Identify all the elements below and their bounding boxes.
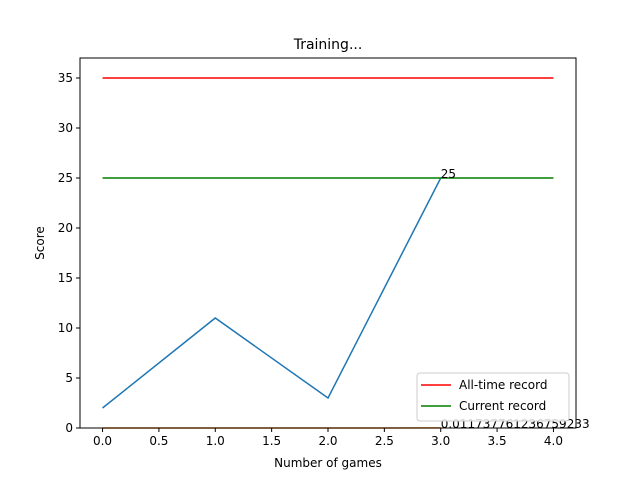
legend-box <box>416 372 570 422</box>
y-tick-label: 0 <box>65 421 73 435</box>
x-tick-label: 0.0 <box>93 434 112 448</box>
y-tick-label: 5 <box>65 371 73 385</box>
legend: All-time record Current record <box>416 372 570 422</box>
y-tick-label: 10 <box>58 321 73 335</box>
y-tick-label: 20 <box>58 221 73 235</box>
x-tick-label: 2.5 <box>375 434 394 448</box>
legend-label: All-time record <box>459 378 547 392</box>
x-axis-label: Number of games <box>274 456 382 470</box>
plot-frame <box>79 57 577 429</box>
x-tick-label: 1.5 <box>262 434 281 448</box>
series-line-1 <box>102 177 442 409</box>
x-tick-label: 3.5 <box>488 434 507 448</box>
x-tick-label: 4.0 <box>544 434 563 448</box>
y-tick-label: 15 <box>58 271 73 285</box>
y-tick-label: 35 <box>58 71 73 85</box>
y-tick-label: 25 <box>58 171 73 185</box>
x-tick-label: 3.0 <box>431 434 450 448</box>
x-tick-label: 1.0 <box>206 434 225 448</box>
y-axis: 0 5 10 15 20 25 30 35 <box>58 71 80 435</box>
chart-title: Training... <box>293 37 363 53</box>
legend-label: Current record <box>459 399 546 413</box>
x-axis: 0.0 0.5 1.0 1.5 2.0 2.5 3.0 3.5 4.0 <box>93 428 563 448</box>
data-label: 25 <box>441 167 456 181</box>
x-tick-label: 0.5 <box>149 434 168 448</box>
x-tick-label: 2.0 <box>318 434 337 448</box>
y-axis-label: Score <box>33 226 47 260</box>
y-tick-label: 30 <box>58 121 73 135</box>
